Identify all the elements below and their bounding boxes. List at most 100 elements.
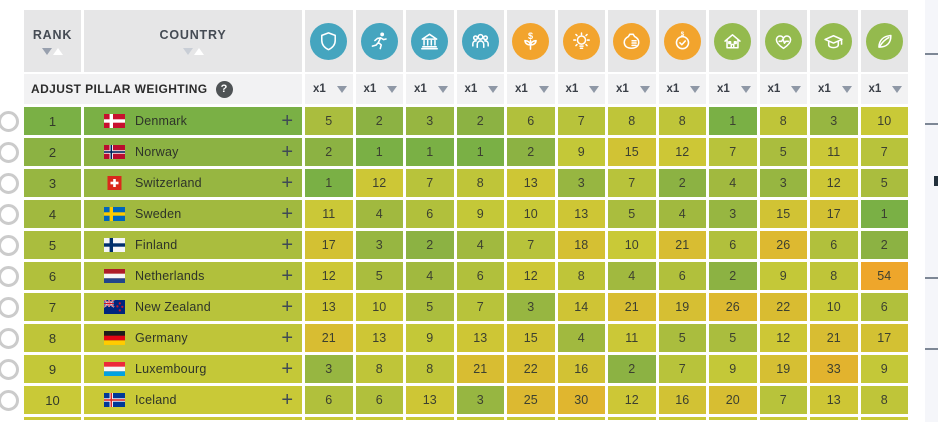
row-select-radio[interactable]: [0, 389, 19, 411]
pillar-header-heart-pulse-icon[interactable]: [759, 10, 807, 72]
chevron-down-icon[interactable]: [841, 85, 852, 93]
expand-country-button[interactable]: +: [281, 110, 293, 132]
country-cell[interactable]: Luxembourg +: [84, 355, 302, 383]
chevron-down-icon[interactable]: [387, 85, 397, 93]
money-bag-icon[interactable]: [613, 22, 651, 60]
expand-country-button[interactable]: +: [281, 296, 293, 318]
sort-desc-icon[interactable]: [42, 47, 52, 55]
sprout-dollar-icon[interactable]: $: [512, 22, 550, 60]
country-name: Switzerland: [135, 176, 202, 190]
shield-icon[interactable]: [310, 22, 348, 60]
row-select-radio[interactable]: [0, 110, 19, 132]
country-cell[interactable]: Iceland +: [84, 386, 302, 414]
pillar-weight-value: x1: [363, 83, 377, 95]
stopwatch-dollar-icon[interactable]: $: [663, 22, 701, 60]
row-select-radio[interactable]: [0, 265, 19, 287]
chevron-down-icon[interactable]: [538, 85, 549, 93]
chevron-down-icon[interactable]: [892, 85, 902, 93]
pillar-rank-cell: 21: [658, 231, 706, 259]
pillar-rank-cell: 6: [658, 262, 706, 290]
pillar-header-graduation-cap-icon[interactable]: [810, 10, 858, 72]
expand-country-button[interactable]: +: [281, 389, 293, 411]
pillar-header-people-icon[interactable]: [456, 10, 504, 72]
graduation-cap-icon[interactable]: [815, 22, 853, 60]
lightbulb-icon[interactable]: [562, 22, 600, 60]
country-name: Sweden: [135, 207, 182, 221]
country-cell[interactable]: Norway +: [84, 138, 302, 166]
rank-column-header[interactable]: RANK: [24, 10, 81, 72]
pillar-rank-cell: 26: [759, 231, 807, 259]
pillar-header-house-icon[interactable]: [709, 10, 757, 72]
chevron-down-icon[interactable]: [740, 85, 751, 93]
expand-country-button[interactable]: +: [281, 234, 293, 256]
pillar-header-money-bag-icon[interactable]: [608, 10, 656, 72]
expand-country-button[interactable]: +: [281, 327, 293, 349]
pillar-rank-cell: 15: [759, 200, 807, 228]
pillar-header-leaf-icon[interactable]: [860, 10, 908, 72]
pillar-weight-select[interactable]: x1: [305, 74, 353, 104]
country-cell[interactable]: Finland +: [84, 231, 302, 259]
country-cell[interactable]: Switzerland +: [84, 169, 302, 197]
pillar-header-sprout-dollar-icon[interactable]: $: [507, 10, 555, 72]
expand-country-button[interactable]: +: [281, 172, 293, 194]
sort-asc-icon[interactable]: [53, 47, 63, 55]
pillar-weight-select[interactable]: x1: [709, 74, 757, 104]
pillar-rank-cell: 17: [305, 231, 353, 259]
pillar-weight-select[interactable]: x1: [608, 74, 656, 104]
bank-icon[interactable]: [411, 22, 449, 60]
country-column-header[interactable]: COUNTRY: [84, 10, 302, 72]
chevron-down-icon[interactable]: [639, 85, 650, 93]
pillar-header-runner-icon[interactable]: [355, 10, 403, 72]
sort-icons[interactable]: [42, 47, 63, 55]
rank-cell: 2: [24, 138, 81, 166]
expand-country-button[interactable]: +: [281, 358, 293, 380]
country-cell[interactable]: Netherlands +: [84, 262, 302, 290]
row-select-radio[interactable]: [0, 296, 19, 318]
pillar-rank-cell: 16: [557, 355, 605, 383]
pillar-header-lightbulb-icon[interactable]: [557, 10, 605, 72]
chevron-down-icon[interactable]: [791, 85, 801, 93]
country-cell[interactable]: Denmark +: [84, 107, 302, 135]
sort-desc-icon[interactable]: [182, 47, 193, 55]
leaf-icon[interactable]: [865, 22, 903, 60]
pillar-rank-cell: 13: [557, 200, 605, 228]
people-icon[interactable]: [461, 22, 499, 60]
chevron-down-icon[interactable]: [589, 85, 599, 93]
runner-icon[interactable]: [360, 22, 398, 60]
country-cell[interactable]: New Zealand +: [84, 293, 302, 321]
row-select-radio[interactable]: [0, 358, 19, 380]
pillar-weight-select[interactable]: x1: [860, 74, 908, 104]
pillar-header-stopwatch-dollar-icon[interactable]: $: [658, 10, 706, 72]
row-select-radio[interactable]: [0, 234, 19, 256]
pillar-header-bank-icon[interactable]: [406, 10, 454, 72]
row-select-radio[interactable]: [0, 172, 19, 194]
row-select-radio[interactable]: [0, 327, 19, 349]
chevron-down-icon[interactable]: [336, 85, 347, 93]
row-select-radio[interactable]: [0, 141, 19, 163]
sort-icons[interactable]: [182, 47, 204, 55]
help-icon[interactable]: ?: [215, 80, 233, 98]
country-cell[interactable]: Germany +: [84, 324, 302, 352]
pillar-weight-select[interactable]: x1: [406, 74, 454, 104]
pillar-weight-select[interactable]: x1: [557, 74, 605, 104]
chevron-down-icon[interactable]: [690, 85, 700, 93]
expand-country-button[interactable]: +: [281, 265, 293, 287]
pillar-rank-cell: 6: [860, 293, 908, 321]
pillar-weight-select[interactable]: x1: [456, 74, 504, 104]
chevron-down-icon[interactable]: [488, 85, 498, 93]
heart-pulse-icon[interactable]: [764, 22, 802, 60]
table-row: 4 Sweden + 11 4 6 9 10 13 5 4 3 15 17 1: [24, 200, 908, 228]
pillar-weight-select[interactable]: x1: [810, 74, 858, 104]
pillar-weight-select[interactable]: x1: [507, 74, 555, 104]
pillar-weight-select[interactable]: x1: [658, 74, 706, 104]
pillar-header-shield-icon[interactable]: [305, 10, 353, 72]
expand-country-button[interactable]: +: [281, 141, 293, 163]
expand-country-button[interactable]: +: [281, 203, 293, 225]
pillar-weight-select[interactable]: x1: [759, 74, 807, 104]
house-icon[interactable]: [714, 22, 752, 60]
chevron-down-icon[interactable]: [437, 85, 448, 93]
sort-asc-icon[interactable]: [193, 47, 204, 55]
pillar-weight-select[interactable]: x1: [355, 74, 403, 104]
country-cell[interactable]: Sweden +: [84, 200, 302, 228]
row-select-radio[interactable]: [0, 203, 19, 225]
